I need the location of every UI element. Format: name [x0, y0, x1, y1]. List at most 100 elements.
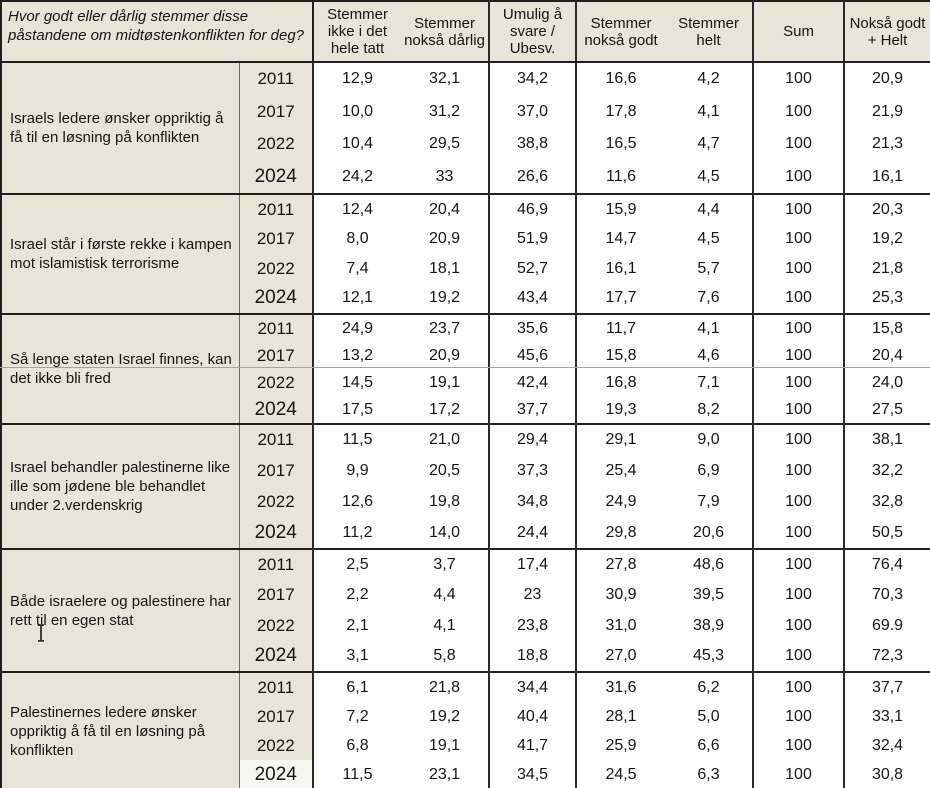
value-cell[interactable]: 29,5 [401, 128, 490, 161]
value-cell[interactable]: 29,8 [575, 517, 666, 549]
value-cell[interactable]: 69.9 [843, 610, 930, 641]
value-cell[interactable]: 23,8 [488, 610, 577, 641]
value-cell[interactable]: 29,1 [575, 423, 666, 456]
value-cell[interactable]: 100 [752, 517, 845, 549]
value-cell[interactable]: 8,2 [665, 396, 754, 424]
value-cell[interactable]: 4,2 [665, 61, 754, 96]
value-cell[interactable]: 20,3 [843, 193, 930, 225]
value-cell[interactable]: 19,2 [401, 702, 490, 731]
value-cell[interactable]: 100 [752, 342, 845, 369]
value-cell[interactable]: 4,1 [665, 313, 754, 342]
value-cell[interactable]: 17,2 [401, 396, 490, 424]
value-cell[interactable]: 34,8 [488, 486, 577, 518]
value-cell[interactable]: 31,2 [401, 95, 490, 128]
value-cell[interactable]: 41,7 [488, 731, 577, 760]
value-cell[interactable]: 4,4 [665, 193, 754, 225]
value-cell[interactable]: 34,5 [488, 760, 577, 788]
year-cell[interactable]: 2022 [239, 731, 315, 760]
value-cell[interactable]: 4,6 [665, 342, 754, 369]
value-cell[interactable]: 28,1 [575, 702, 666, 731]
col-header-umulig-svare[interactable]: Umulig å svare / Ubesv. [488, 1, 577, 63]
value-cell[interactable]: 34,2 [488, 61, 577, 96]
value-cell[interactable]: 100 [752, 313, 845, 342]
year-cell[interactable]: 2017 [239, 455, 315, 487]
value-cell[interactable]: 14,0 [401, 517, 490, 549]
value-cell[interactable]: 2,5 [313, 547, 402, 581]
value-cell[interactable]: 20,4 [843, 342, 930, 369]
value-cell[interactable]: 100 [752, 702, 845, 731]
value-cell[interactable]: 16,8 [575, 369, 666, 396]
value-cell[interactable]: 17,7 [575, 283, 666, 314]
statement-cell[interactable]: Israel behandler palestinerne like ille … [1, 423, 240, 549]
value-cell[interactable]: 10,0 [313, 95, 402, 128]
value-cell[interactable]: 14,5 [313, 369, 402, 396]
value-cell[interactable]: 19,8 [401, 486, 490, 518]
year-cell[interactable]: 2011 [239, 671, 315, 702]
value-cell[interactable]: 7,4 [313, 254, 402, 284]
value-cell[interactable]: 100 [752, 369, 845, 396]
value-cell[interactable]: 100 [752, 486, 845, 518]
value-cell[interactable]: 37,7 [843, 671, 930, 702]
value-cell[interactable]: 12,6 [313, 486, 402, 518]
value-cell[interactable]: 27,5 [843, 396, 930, 424]
statement-cell[interactable]: Palestinernes ledere ønsker oppriktig å … [1, 671, 240, 788]
value-cell[interactable]: 6,3 [665, 760, 754, 788]
value-cell[interactable]: 6,2 [665, 671, 754, 702]
value-cell[interactable]: 50,5 [843, 517, 930, 549]
year-cell[interactable]: 2017 [239, 95, 315, 128]
value-cell[interactable]: 24,2 [313, 160, 402, 194]
statement-cell[interactable]: Så lenge staten Israel finnes, kan det i… [1, 313, 240, 424]
value-cell[interactable]: 7,6 [665, 283, 754, 314]
year-cell[interactable]: 2024 [239, 283, 315, 314]
value-cell[interactable]: 20,9 [843, 61, 930, 96]
value-cell[interactable]: 37,3 [488, 455, 577, 487]
value-cell[interactable]: 20,5 [401, 455, 490, 487]
value-cell[interactable]: 27,8 [575, 547, 666, 581]
value-cell[interactable]: 100 [752, 283, 845, 314]
value-cell[interactable]: 18,1 [401, 254, 490, 284]
value-cell[interactable]: 70,3 [843, 580, 930, 611]
value-cell[interactable]: 12,4 [313, 193, 402, 225]
value-cell[interactable]: 32,2 [843, 455, 930, 487]
value-cell[interactable]: 100 [752, 254, 845, 284]
year-cell[interactable]: 2017 [239, 702, 315, 731]
value-cell[interactable]: 51,9 [488, 224, 577, 254]
value-cell[interactable]: 19,3 [575, 396, 666, 424]
year-cell[interactable]: 2017 [239, 342, 315, 369]
value-cell[interactable]: 17,4 [488, 547, 577, 581]
value-cell[interactable]: 33,1 [843, 702, 930, 731]
value-cell[interactable]: 13,2 [313, 342, 402, 369]
value-cell[interactable]: 26,6 [488, 160, 577, 194]
value-cell[interactable]: 100 [752, 61, 845, 96]
value-cell[interactable]: 39,5 [665, 580, 754, 611]
value-cell[interactable]: 100 [752, 193, 845, 225]
value-cell[interactable]: 3,1 [313, 640, 402, 672]
year-cell[interactable]: 2011 [239, 313, 315, 342]
year-cell[interactable]: 2022 [239, 254, 315, 284]
value-cell[interactable]: 16,6 [575, 61, 666, 96]
year-cell[interactable]: 2017 [239, 224, 315, 254]
value-cell[interactable]: 37,0 [488, 95, 577, 128]
value-cell[interactable]: 21,0 [401, 423, 490, 456]
value-cell[interactable]: 7,9 [665, 486, 754, 518]
value-cell[interactable]: 7,2 [313, 702, 402, 731]
col-header-sum[interactable]: Sum [752, 1, 845, 63]
value-cell[interactable]: 6,1 [313, 671, 402, 702]
value-cell[interactable]: 40,4 [488, 702, 577, 731]
value-cell[interactable]: 21,8 [401, 671, 490, 702]
year-cell[interactable]: 2024 [239, 760, 315, 788]
value-cell[interactable]: 30,9 [575, 580, 666, 611]
value-cell[interactable]: 9,0 [665, 423, 754, 456]
year-cell[interactable]: 2024 [239, 160, 315, 194]
value-cell[interactable]: 43,4 [488, 283, 577, 314]
year-cell[interactable]: 2011 [239, 547, 315, 581]
value-cell[interactable]: 100 [752, 610, 845, 641]
value-cell[interactable]: 2,1 [313, 610, 402, 641]
col-header-noksa-godt[interactable]: Stemmer nokså godt [575, 1, 666, 63]
value-cell[interactable]: 23,7 [401, 313, 490, 342]
value-cell[interactable]: 11,7 [575, 313, 666, 342]
question-header-cell[interactable]: Hvor godt eller dårlig stemmer disse pås… [1, 1, 315, 63]
value-cell[interactable]: 20,9 [401, 342, 490, 369]
value-cell[interactable]: 16,1 [575, 254, 666, 284]
value-cell[interactable]: 100 [752, 224, 845, 254]
